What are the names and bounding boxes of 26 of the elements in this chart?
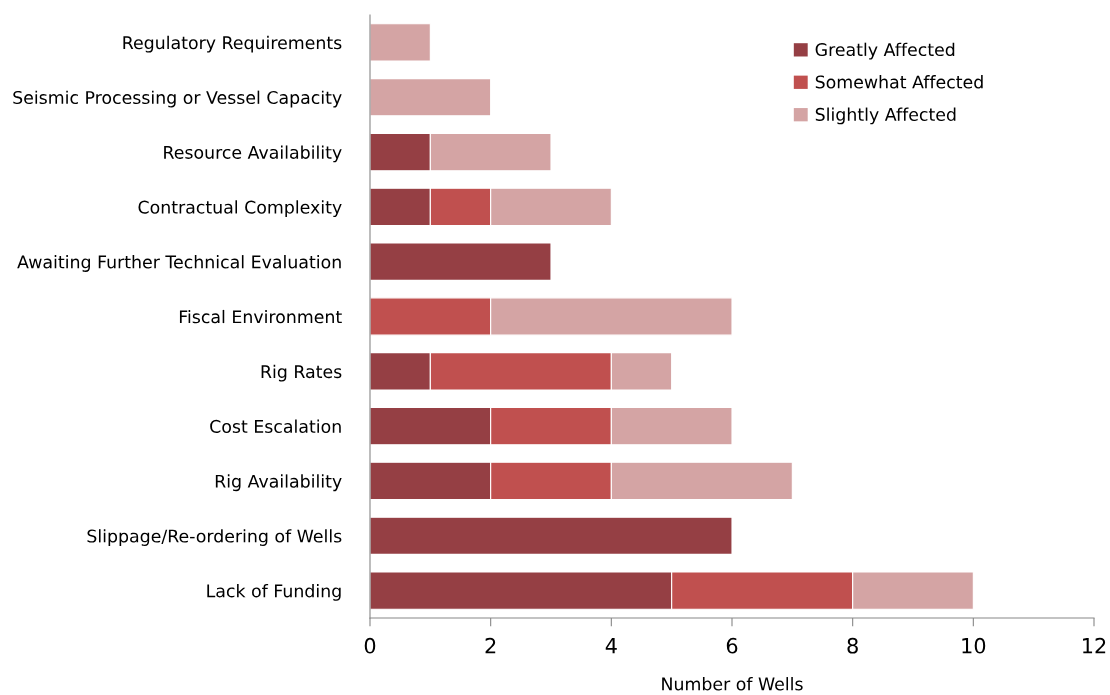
legend-label: Slightly Affected xyxy=(815,107,956,125)
x-tick-label: 2 xyxy=(485,637,496,654)
y-tick-label: Rig Availability xyxy=(215,474,342,492)
y-tick-label: Contractual Complexity xyxy=(138,200,342,218)
y-tick-label: Awaiting Further Technical Evaluation xyxy=(17,255,341,272)
legend-label: Greatly Affected xyxy=(815,42,955,60)
x-tick-label: 8 xyxy=(847,637,858,654)
y-tick-label: Fiscal Environment xyxy=(179,309,342,324)
x-tick-label: 10 xyxy=(962,637,986,654)
y-tick-label: Lack of Funding xyxy=(207,584,341,601)
legend-label: Somewhat Affected xyxy=(815,75,983,89)
y-tick-label: Rig Rates xyxy=(261,364,342,382)
y-tick-label: Resource Availability xyxy=(164,145,342,163)
bar xyxy=(370,78,492,117)
y-tick-label: Regulatory Requirements xyxy=(123,35,342,53)
bar xyxy=(370,23,431,62)
bar xyxy=(370,242,552,281)
x-tick-label: 12 xyxy=(1083,637,1106,654)
x-axis-title: Number of Wells xyxy=(662,677,803,691)
y-tick-label: Seismic Processing or Vessel Capacity xyxy=(13,90,342,108)
x-tick-label: 6 xyxy=(726,637,738,654)
x-tick-label: 4 xyxy=(605,638,617,654)
y-tick-label: Cost Escalation xyxy=(210,419,341,433)
y-tick-label: Slippage/Re-ordering of Wells xyxy=(87,529,342,546)
bar xyxy=(370,516,733,555)
x-tick-label: 0 xyxy=(364,637,376,654)
